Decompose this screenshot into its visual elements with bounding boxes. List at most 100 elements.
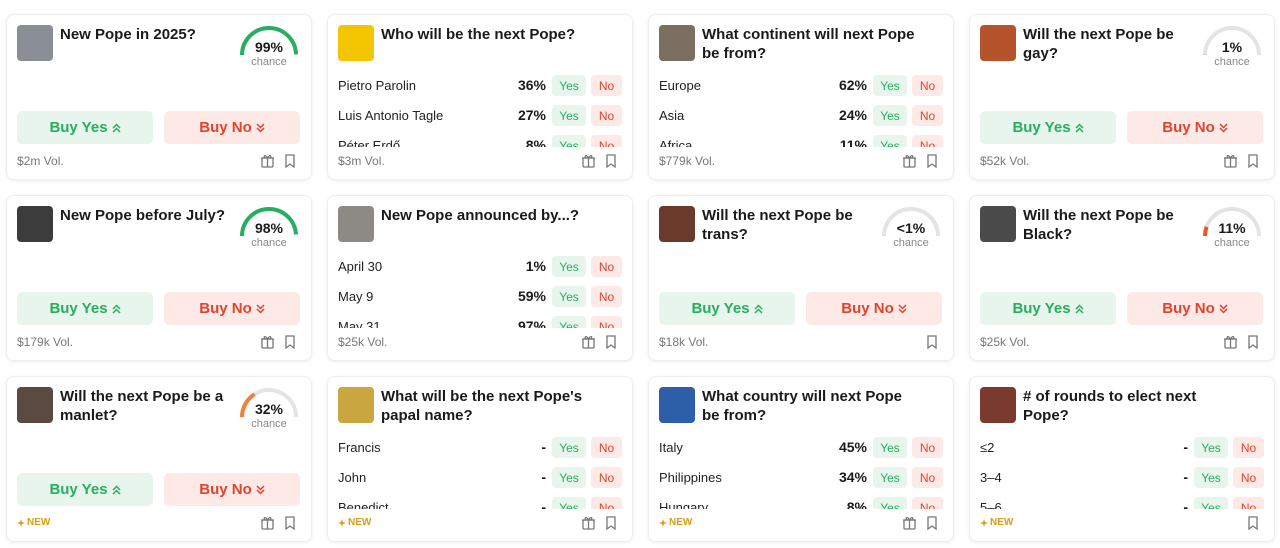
market-title[interactable]: Will the next Pope be Black? xyxy=(1023,207,1174,243)
buy-yes-button[interactable]: Buy Yes xyxy=(980,111,1116,144)
outcome-no-button[interactable]: No xyxy=(591,316,622,328)
outcome-no-button[interactable]: No xyxy=(591,75,622,96)
outcome-yes-button[interactable]: Yes xyxy=(552,497,586,509)
bookmark-icon[interactable] xyxy=(285,154,295,169)
outcome-row[interactable]: Africa 11% Yes No xyxy=(649,134,953,147)
outcome-no-button[interactable]: No xyxy=(912,75,943,96)
outcome-yes-button[interactable]: Yes xyxy=(873,497,907,509)
outcome-yes-button[interactable]: Yes xyxy=(873,105,907,126)
outcome-no-button[interactable]: No xyxy=(591,467,622,488)
buy-yes-button[interactable]: Buy Yes xyxy=(17,111,153,144)
market-card[interactable]: New Pope announced by...? April 30 1% Yes No… xyxy=(327,195,633,361)
outcome-no-button[interactable]: No xyxy=(912,105,943,126)
outcome-no-button[interactable]: No xyxy=(591,497,622,509)
buy-yes-button[interactable]: Buy Yes xyxy=(659,292,795,325)
market-title[interactable]: # of rounds to elect next Pope? xyxy=(1023,388,1197,424)
outcome-yes-button[interactable]: Yes xyxy=(552,316,586,328)
outcome-yes-button[interactable]: Yes xyxy=(873,437,907,458)
market-title[interactable]: Will the next Pope be a manlet? xyxy=(60,388,224,424)
outcome-row[interactable]: ≤2 - Yes No xyxy=(970,436,1274,460)
market-title[interactable]: What continent will next Pope be from? xyxy=(702,26,915,62)
outcome-no-button[interactable]: No xyxy=(1233,497,1264,509)
outcome-no-button[interactable]: No xyxy=(591,105,622,126)
bookmark-icon[interactable] xyxy=(1248,516,1258,531)
outcome-yes-button[interactable]: Yes xyxy=(552,135,586,147)
outcome-yes-button[interactable]: Yes xyxy=(873,75,907,96)
market-card[interactable]: New Pope before July? 98% chance Buy Yes Buy… xyxy=(6,195,312,361)
bookmark-icon[interactable] xyxy=(606,516,616,531)
bookmark-icon[interactable] xyxy=(927,335,937,350)
outcome-no-button[interactable]: No xyxy=(591,286,622,307)
outcome-row[interactable]: May 9 59% Yes No xyxy=(328,285,632,309)
market-card[interactable]: New Pope in 2025? 99% chance Buy Yes Buy No $… xyxy=(6,14,312,180)
market-card[interactable]: Will the next Pope be gay? 1% chance Buy Ye… xyxy=(969,14,1275,180)
buy-no-button[interactable]: Buy No xyxy=(1127,111,1263,144)
bookmark-icon[interactable] xyxy=(1248,335,1258,350)
market-card[interactable]: Will the next Pope be Black? 11% chance Buy… xyxy=(969,195,1275,361)
buy-no-button[interactable]: Buy No xyxy=(164,111,300,144)
outcome-no-button[interactable]: No xyxy=(591,135,622,147)
outcome-yes-button[interactable]: Yes xyxy=(552,256,586,277)
outcome-row[interactable]: 5–6 - Yes No xyxy=(970,496,1274,509)
bookmark-icon[interactable] xyxy=(1248,154,1258,169)
outcome-yes-button[interactable]: Yes xyxy=(1194,497,1228,509)
outcome-yes-button[interactable]: Yes xyxy=(873,135,907,147)
outcome-yes-button[interactable]: Yes xyxy=(552,75,586,96)
market-title[interactable]: What will be the next Pope's papal name? xyxy=(381,388,583,424)
buy-yes-button[interactable]: Buy Yes xyxy=(17,292,153,325)
outcome-no-button[interactable]: No xyxy=(1233,467,1264,488)
market-title[interactable]: What country will next Pope be from? xyxy=(702,388,903,424)
outcome-row[interactable]: Pietro Parolin 36% Yes No xyxy=(328,74,632,98)
buy-yes-button[interactable]: Buy Yes xyxy=(17,473,153,506)
buy-no-button[interactable]: Buy No xyxy=(806,292,942,325)
outcome-yes-button[interactable]: Yes xyxy=(1194,467,1228,488)
market-card[interactable]: Will the next Pope be a manlet? 32% chance… xyxy=(6,376,312,542)
buy-yes-button[interactable]: Buy Yes xyxy=(980,292,1116,325)
outcome-no-button[interactable]: No xyxy=(591,437,622,458)
outcome-row[interactable]: Asia 24% Yes No xyxy=(649,104,953,128)
market-title[interactable]: New Pope in 2025? xyxy=(60,26,196,43)
outcome-row[interactable]: 3–4 - Yes No xyxy=(970,466,1274,490)
bookmark-icon[interactable] xyxy=(927,154,937,169)
outcome-no-button[interactable]: No xyxy=(1233,437,1264,458)
market-card[interactable]: What continent will next Pope be from? Eu… xyxy=(648,14,954,180)
outcome-yes-button[interactable]: Yes xyxy=(552,437,586,458)
market-title[interactable]: Will the next Pope be trans? xyxy=(702,207,853,243)
market-title[interactable]: Who will be the next Pope? xyxy=(381,26,576,43)
outcome-no-button[interactable]: No xyxy=(912,467,943,488)
outcome-no-button[interactable]: No xyxy=(591,256,622,277)
outcome-yes-button[interactable]: Yes xyxy=(552,286,586,307)
outcome-no-button[interactable]: No xyxy=(912,497,943,509)
outcome-row[interactable]: Philippines 34% Yes No xyxy=(649,466,953,490)
market-card[interactable]: What country will next Pope be from? Ital… xyxy=(648,376,954,542)
buy-no-button[interactable]: Buy No xyxy=(1127,292,1263,325)
bookmark-icon[interactable] xyxy=(285,335,295,350)
market-card[interactable]: Will the next Pope be trans? <1% chance Buy… xyxy=(648,195,954,361)
bookmark-icon[interactable] xyxy=(606,335,616,350)
outcome-yes-button[interactable]: Yes xyxy=(1194,437,1228,458)
outcome-row[interactable]: Péter Erdő 8% Yes No xyxy=(328,134,632,147)
bookmark-icon[interactable] xyxy=(927,516,937,531)
outcome-row[interactable]: Francis - Yes No xyxy=(328,436,632,460)
outcome-yes-button[interactable]: Yes xyxy=(873,467,907,488)
outcome-row[interactable]: May 31 97% Yes No xyxy=(328,315,632,328)
buy-no-button[interactable]: Buy No xyxy=(164,473,300,506)
market-title[interactable]: New Pope announced by...? xyxy=(381,207,580,224)
outcome-row[interactable]: Hungary 8% Yes No xyxy=(649,496,953,509)
outcome-yes-button[interactable]: Yes xyxy=(552,105,586,126)
market-card[interactable]: What will be the next Pope's papal name?… xyxy=(327,376,633,542)
outcome-row[interactable]: Luis Antonio Tagle 27% Yes No xyxy=(328,104,632,128)
market-card[interactable]: # of rounds to elect next Pope? ≤2- Yes No 3… xyxy=(969,376,1275,542)
outcome-row[interactable]: John - Yes No xyxy=(328,466,632,490)
bookmark-icon[interactable] xyxy=(606,154,616,169)
outcome-row[interactable]: Benedict - Yes No xyxy=(328,496,632,509)
outcome-row[interactable]: Italy 45% Yes No xyxy=(649,436,953,460)
outcome-row[interactable]: Europe 62% Yes No xyxy=(649,74,953,98)
market-title[interactable]: New Pope before July? xyxy=(60,207,226,224)
market-card[interactable]: Who will be the next Pope? Pietro Parolin… xyxy=(327,14,633,180)
buy-no-button[interactable]: Buy No xyxy=(164,292,300,325)
outcome-row[interactable]: April 30 1% Yes No xyxy=(328,255,632,279)
market-title[interactable]: Will the next Pope be gay? xyxy=(1023,26,1174,62)
bookmark-icon[interactable] xyxy=(285,516,295,531)
outcome-no-button[interactable]: No xyxy=(912,437,943,458)
